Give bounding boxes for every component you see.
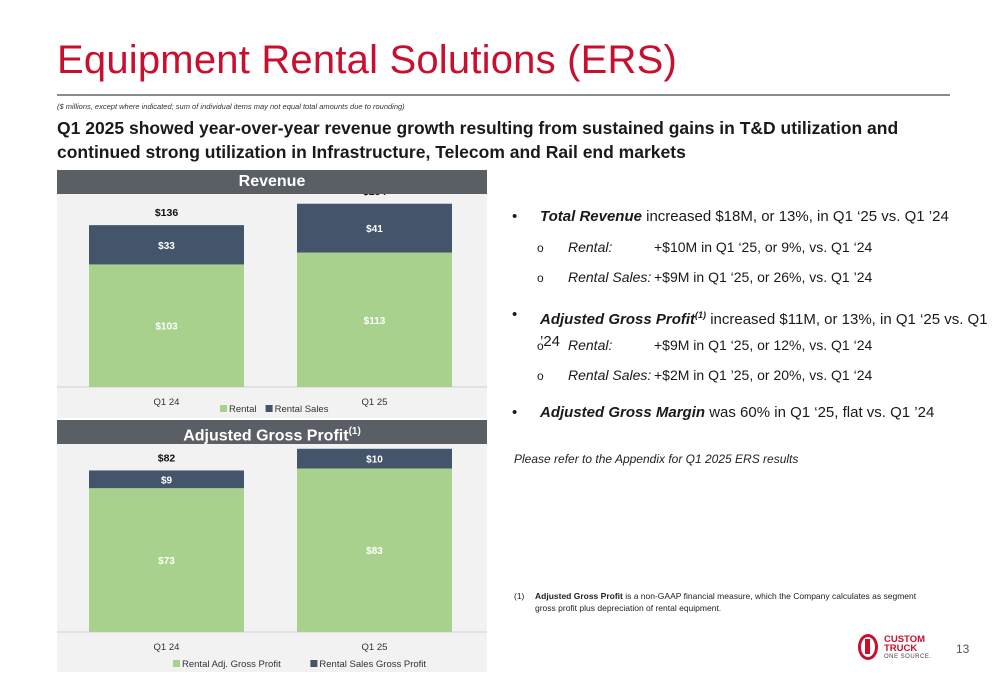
sub-bullet-label: Rental: [568, 337, 613, 353]
x-tick-label: Q1 25 [362, 397, 388, 408]
data-label: $41 [366, 224, 383, 235]
sub-bullet-text: +$9M in Q1 ‘25, or 26%, vs. Q1 ’24 [654, 269, 873, 285]
bar-base-1 [89, 264, 244, 387]
legend-label: Rental Sales [275, 404, 329, 415]
logo-ring-icon [858, 634, 878, 660]
sub-bullet-text: +$2M in Q1 ’25, or 20%, vs. Q1 ‘24 [654, 367, 873, 383]
x-tick-label: Q1 25 [362, 642, 388, 653]
footnote: (1) Adjusted Gross Profit is a non-GAAP … [514, 590, 934, 614]
headline: Q1 2025 showed year-over-year revenue gr… [57, 118, 899, 162]
total-label: $82 [158, 452, 176, 464]
total-label: $136 [155, 207, 179, 219]
sub-bullet-item: o Rental: +$10M in Q1 ‘25, or 9%, vs. Q1 ‘… [512, 236, 992, 266]
page-title: Equipment Rental Solutions (ERS) [57, 38, 678, 82]
logo-line3: ONE SOURCE. [884, 654, 932, 660]
data-label: $113 [364, 316, 386, 327]
x-tick-label: Q1 24 [154, 397, 180, 408]
total-label: $154 [363, 194, 387, 198]
bar-base-2 [297, 252, 452, 387]
legend-swatch [173, 660, 180, 667]
gp-panel-header: Adjusted Gross Profit(1) [57, 420, 487, 444]
bullet-dot-icon: • [512, 208, 518, 225]
footnote-text: is a non-GAAP financial measure, which t… [535, 591, 917, 613]
legend-swatch [220, 405, 227, 412]
bullet-spacer [512, 296, 992, 304]
bullet-dot-icon: • [512, 306, 518, 323]
bullet-heading: Adjusted Gross Margin [540, 404, 706, 421]
revenue-chart: $103 $33 $136 Q1 24 $113 $41 $154 Q1 25 Rental Re… [57, 194, 487, 418]
logo-one-icon [865, 639, 870, 654]
bullet-item: • Total Revenue increased $18M, or 13%, i… [512, 206, 992, 236]
legend-swatch [310, 660, 318, 667]
legend-label: Rental Adj. Gross Profit [182, 659, 281, 670]
legend-label: Rental [229, 404, 256, 415]
bullet-spacer [512, 394, 992, 402]
page-number: 13 [956, 642, 970, 656]
bullet-text: was 60% in Q1 ‘25, flat vs. Q1 ’24 [705, 404, 935, 421]
sub-bullet-label: Rental: [568, 239, 613, 255]
bar-base-2 [297, 468, 452, 632]
bullet-heading-sup: (1) [695, 310, 707, 320]
x-tick-label: Q1 24 [154, 642, 180, 653]
sub-bullet-item: o Rental Sales: +$9M in Q1 ‘25, or 26%, vs… [512, 266, 992, 296]
bar-top-2 [297, 448, 452, 469]
bullet-list: • Total Revenue increased $18M, or 13%, i… [512, 206, 992, 432]
legend-swatch [265, 405, 273, 412]
bullet-dot-icon: • [512, 404, 518, 421]
company-logo: CUSTOM TRUCK ONE SOURCE. [858, 633, 938, 663]
data-label: $9 [161, 475, 173, 486]
appendix-reference: Please refer to the Appendix for Q1 2025… [514, 452, 799, 466]
sub-bullet-label: Rental Sales: [568, 367, 652, 383]
logo-line1: CUSTOM [884, 634, 925, 645]
units-note: ($ millions, except where indicated; sum… [57, 102, 405, 111]
sub-bullet-text: +$9M in Q1 ‘25, or 12%, vs. Q1 ‘24 [654, 337, 873, 353]
revenue-panel-header: Revenue [57, 170, 487, 194]
bullet-heading: Adjusted Gross Profit(1) [540, 310, 707, 328]
logo-line2: TRUCK [884, 643, 918, 654]
bullet-item: • Adjusted Gross Margin was 60% in Q1 ‘25… [512, 402, 992, 432]
bar-top-1 [89, 470, 244, 489]
bar-top-1 [89, 225, 244, 265]
footnote-term: Adjusted Gross Profit [535, 591, 623, 601]
legend-label: Rental Sales Gross Profit [319, 659, 426, 670]
bullet-text: increased $18M, or 13%, in Q1 ‘25 vs. Q1… [641, 208, 949, 225]
gp-panel-title: Adjusted Gross Profit [183, 427, 349, 445]
data-label: $33 [158, 241, 175, 252]
title-rule [57, 94, 950, 96]
revenue-panel-title: Revenue [238, 173, 306, 190]
sub-bullet-text: +$10M in Q1 ‘25, or 9%, vs. Q1 ‘24 [654, 239, 873, 255]
data-label: $83 [366, 546, 383, 557]
data-label: $103 [155, 322, 178, 333]
sub-bullet-circle-icon: o [537, 369, 544, 383]
footnote-number: (1) [514, 591, 525, 601]
data-label: $73 [158, 556, 175, 567]
sub-bullet-circle-icon: o [537, 271, 544, 285]
bar-top-2 [297, 203, 452, 253]
bullet-text: increased $11M, or 13%, in Q1 ‘25 vs. Q1… [540, 311, 988, 350]
bullet-heading: Total Revenue [540, 208, 642, 225]
data-label: $10 [366, 455, 383, 466]
gp-panel-title-sup: (1) [348, 426, 361, 437]
sub-bullet-item: o Rental: +$9M in Q1 ‘25, or 12%, vs. Q1 ‘… [512, 334, 992, 364]
sub-bullet-label: Rental Sales: [568, 269, 652, 285]
sub-bullet-circle-icon: o [537, 339, 544, 353]
bar-base-1 [89, 488, 244, 632]
sub-bullet-item: o Rental Sales: +$2M in Q1 ’25, or 20%, vs… [512, 364, 992, 394]
sub-bullet-circle-icon: o [537, 241, 544, 255]
bullet-item: • Adjusted Gross Profit(1) increased $11M… [512, 304, 992, 350]
